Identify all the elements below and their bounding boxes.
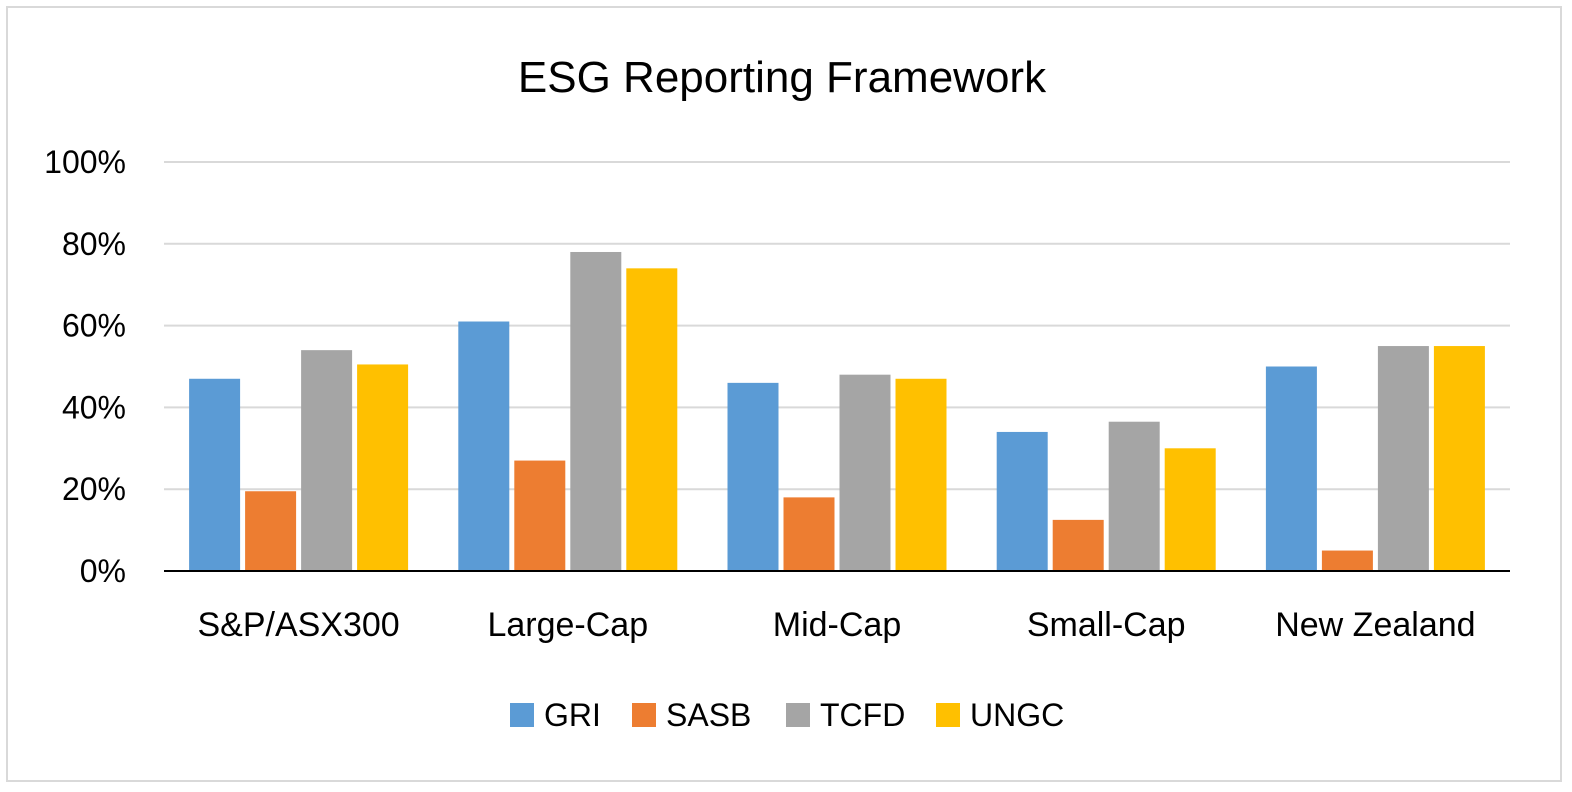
bar-ungc-2 (895, 378, 947, 571)
legend-label-sasb: SASB (666, 697, 751, 733)
x-category-label: Large-Cap (487, 606, 648, 644)
bar-gri-3 (996, 431, 1048, 571)
bar-tcfd-3 (1108, 421, 1160, 571)
bars (189, 251, 1485, 572)
bar-gri-1 (458, 321, 510, 571)
y-tick-label: 100% (44, 144, 126, 180)
bar-ungc-1 (626, 268, 678, 571)
bar-sasb-4 (1321, 550, 1373, 571)
bar-sasb-2 (783, 497, 835, 571)
bar-tcfd-2 (839, 374, 891, 571)
bar-ungc-3 (1164, 448, 1216, 571)
y-tick-label: 80% (62, 226, 126, 262)
chart-title: ESG Reporting Framework (518, 53, 1047, 102)
bar-sasb-0 (245, 491, 297, 571)
bar-ungc-0 (357, 364, 409, 571)
legend-swatch-ungc (936, 703, 960, 727)
legend: GRI SASB TCFD UNGC (510, 697, 1064, 733)
bar-tcfd-1 (570, 251, 622, 572)
bar-tcfd-0 (301, 350, 353, 571)
x-category-label: Mid-Cap (773, 606, 901, 644)
legend-swatch-sasb (632, 703, 656, 727)
legend-swatch-gri (510, 703, 534, 727)
bar-sasb-3 (1052, 519, 1104, 571)
legend-swatch-tcfd (786, 703, 810, 727)
bar-gri-4 (1265, 366, 1317, 571)
bar-gri-0 (189, 378, 241, 571)
x-category-label: S&P/ASX300 (197, 606, 399, 644)
y-tick-label: 40% (62, 389, 126, 425)
bar-tcfd-4 (1377, 346, 1429, 571)
legend-label-ungc: UNGC (970, 697, 1064, 733)
x-category-label: Small-Cap (1027, 606, 1186, 644)
legend-label-tcfd: TCFD (820, 697, 905, 733)
y-tick-label: 0% (80, 553, 126, 589)
bar-sasb-1 (514, 460, 566, 571)
y-tick-label: 20% (62, 471, 126, 507)
bar-gri-2 (727, 382, 779, 571)
legend-label-gri: GRI (544, 697, 601, 733)
x-category-label: New Zealand (1275, 606, 1475, 644)
x-axis-categories: S&P/ASX300 Large-Cap Mid-Cap Small-Cap New Z… (197, 606, 1475, 644)
y-tick-label: 60% (62, 308, 126, 344)
bar-ungc-4 (1433, 346, 1485, 571)
y-axis-ticks: 0% 20% 40% 60% 80% 100% (44, 144, 126, 589)
